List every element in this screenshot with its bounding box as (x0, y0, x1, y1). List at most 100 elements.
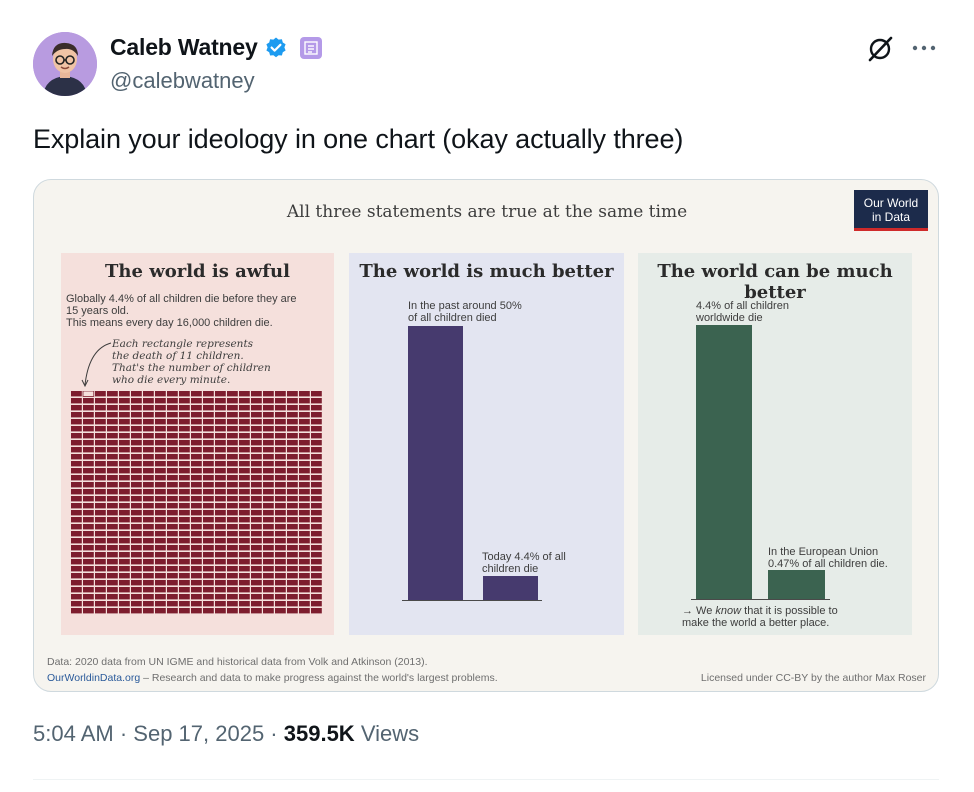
baseline (402, 600, 542, 601)
death-rectangle (119, 594, 130, 600)
death-rectangle (179, 594, 190, 600)
death-rectangle (263, 594, 274, 600)
death-rectangle (287, 447, 298, 453)
death-rectangle (263, 601, 274, 607)
death-rectangle (191, 412, 202, 418)
death-rectangle (167, 538, 178, 544)
death-rectangle (191, 587, 202, 593)
grok-icon[interactable] (865, 34, 895, 64)
death-rectangle (71, 391, 82, 397)
death-rectangle (275, 559, 286, 565)
death-rectangle (239, 538, 250, 544)
death-rectangle (287, 573, 298, 579)
author-name[interactable]: Caleb Watney (110, 34, 258, 60)
death-rectangle (299, 566, 310, 572)
death-rectangle (299, 552, 310, 558)
death-rectangle (299, 524, 310, 530)
death-rectangle (263, 433, 274, 439)
death-rectangle (227, 601, 238, 607)
death-rectangle (107, 461, 118, 467)
death-rectangle (203, 587, 214, 593)
death-rectangle (119, 559, 130, 565)
death-rectangle (275, 538, 286, 544)
bar-label-today: Today 4.4% of all children die (482, 551, 566, 575)
tweet-media-image[interactable]: All three statements are true at the sam… (33, 179, 939, 692)
death-rectangle (227, 412, 238, 418)
death-rectangle (143, 440, 154, 446)
death-rectangle (287, 391, 298, 397)
avatar[interactable] (33, 32, 97, 96)
footnote-post: that it is possible to make the world a … (682, 605, 838, 629)
tweet-date[interactable]: Sep 17, 2025 (133, 721, 265, 746)
death-rectangle (275, 580, 286, 586)
death-rectangle (275, 391, 286, 397)
death-rectangle (287, 559, 298, 565)
death-rectangle (83, 587, 94, 593)
death-rectangle (71, 489, 82, 495)
death-rectangle (191, 573, 202, 579)
death-rectangle (83, 594, 94, 600)
death-rectangle (239, 440, 250, 446)
author-name-row: Caleb Watney (110, 34, 322, 61)
death-rectangle (131, 594, 142, 600)
death-rectangle (311, 559, 322, 565)
death-rectangle (275, 496, 286, 502)
death-rectangle (299, 426, 310, 432)
more-icon[interactable] (910, 36, 938, 60)
death-rectangle (167, 468, 178, 474)
death-rectangle (251, 398, 262, 404)
death-rectangle (83, 517, 94, 523)
death-rectangle (191, 447, 202, 453)
death-rectangle (83, 503, 94, 509)
death-rectangle (299, 601, 310, 607)
death-rectangle (251, 580, 262, 586)
tweet-time[interactable]: 5:04 AM (33, 721, 114, 746)
death-rectangle (311, 573, 322, 579)
death-rectangle (95, 482, 106, 488)
affiliation-badge-icon[interactable] (299, 36, 322, 59)
death-rectangle (131, 608, 142, 614)
death-rectangle (119, 412, 130, 418)
death-rectangle (179, 419, 190, 425)
death-rectangle (299, 454, 310, 460)
death-rectangle (239, 503, 250, 509)
death-rectangle (155, 566, 166, 572)
death-rectangle (227, 587, 238, 593)
death-rectangle (119, 426, 130, 432)
death-rectangle (71, 482, 82, 488)
death-rectangle (311, 475, 322, 481)
death-rectangle (167, 552, 178, 558)
death-rectangle (227, 489, 238, 495)
death-rectangle (143, 461, 154, 467)
death-rectangle (215, 489, 226, 495)
death-rectangle (191, 461, 202, 467)
death-rectangle (107, 524, 118, 530)
death-rectangle (263, 524, 274, 530)
death-rectangle (131, 538, 142, 544)
death-rectangle (107, 594, 118, 600)
verified-badge-icon[interactable] (264, 36, 288, 60)
death-rectangle (251, 559, 262, 565)
death-rectangle (203, 433, 214, 439)
death-rectangle (227, 552, 238, 558)
death-rectangle (119, 608, 130, 614)
death-rectangle (107, 580, 118, 586)
death-rectangle (155, 496, 166, 502)
death-rectangle (71, 573, 82, 579)
death-rectangle (287, 601, 298, 607)
death-rectangle (311, 454, 322, 460)
death-rectangle (311, 552, 322, 558)
death-rectangle (143, 524, 154, 530)
death-rectangle (251, 531, 262, 537)
views-count[interactable]: 359.5K (283, 721, 355, 746)
death-rectangle (179, 524, 190, 530)
owid-link[interactable]: OurWorldinData.org (47, 672, 141, 684)
death-rectangle (227, 468, 238, 474)
death-rectangle (143, 587, 154, 593)
death-rectangle (143, 566, 154, 572)
death-rectangle (131, 398, 142, 404)
death-rectangle (119, 489, 130, 495)
panel-footnote: → We know that it is possible to make th… (682, 605, 902, 629)
author-handle[interactable]: @calebwatney (110, 68, 255, 93)
death-rectangle (275, 594, 286, 600)
